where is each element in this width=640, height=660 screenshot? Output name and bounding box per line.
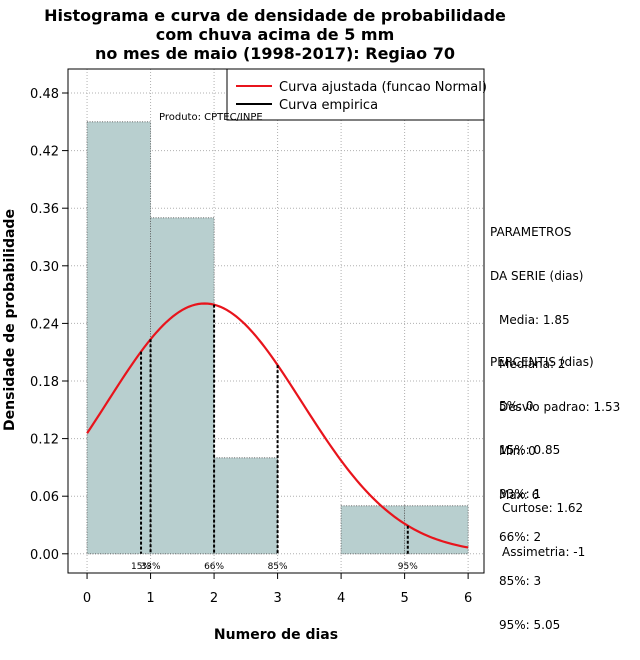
y-axis-label: Densidade de probabilidade: [2, 209, 18, 431]
percentil-33: 33%: 1: [499, 486, 542, 501]
y-tick-label: 0.00: [30, 548, 59, 563]
assimetria-value: Assimetria: -1: [502, 544, 586, 559]
histogram-bars: [86, 121, 469, 555]
percentis-heading: PERCENTIS (dias): [490, 355, 594, 370]
legend-label-1: Curva empirica: [279, 98, 378, 113]
x-tick-label: 1: [146, 591, 154, 606]
shape-stats-panel: Curtose: 1.62 Assimetria: -1: [502, 472, 585, 574]
axes: 0 1 2 3 4 5 6 0.00 0.06 0.12 0.18 0.24 0.30 0.36 0.42 0…: [30, 68, 485, 606]
percentil-66: 66%: 2: [499, 530, 542, 545]
x-tick-label: 3: [273, 591, 281, 606]
percentile-label-95%: 95%: [398, 562, 418, 572]
y-tick-label: 0.18: [30, 375, 59, 390]
y-tick-label: 0.30: [30, 260, 59, 275]
curtose-value: Curtose: 1.62: [502, 501, 584, 516]
product-label: Produto: CPTEC/INPE: [159, 112, 263, 123]
parametro-mediana: Mediana: 2: [499, 356, 566, 371]
percentile-label-33%: 33%: [141, 562, 161, 572]
y-tick-label: 0.12: [30, 433, 59, 448]
chart-title-line-2: com chuva acima de 5 mm: [155, 25, 395, 44]
percentile-label-85%: 85%: [268, 562, 288, 572]
histogram-bar-4: [340, 505, 406, 555]
chart-title-line-1: Histograma e curva de densidade de proba…: [44, 6, 506, 25]
y-tick-label: 0.06: [30, 490, 59, 505]
parametros-panel: PARAMETROS DA SERIE (dias) Media: 1.85 M…: [490, 196, 620, 517]
percentil-85: 85%: 3: [499, 574, 542, 589]
parametro-media: Media: 1.85: [499, 312, 570, 327]
percentile-label-66%: 66%: [204, 562, 224, 572]
percentile-lines: 15%33% 66% 85% 95%: [131, 304, 418, 572]
y-tick-label: 0.48: [30, 87, 59, 102]
percentil-95: 95%: 5.05: [499, 617, 561, 632]
x-tick-label: 0: [83, 591, 91, 606]
chart-title-line-3: no mes de maio (1998-2017): Regiao 70: [95, 44, 455, 63]
parametros-heading-1: PARAMETROS: [490, 225, 572, 240]
parametro-desvio: Desvio padrao: 1.53: [499, 400, 621, 415]
percentis-panel: PERCENTIS (dias) 5%: 0 15%: 0.85 33%: 1 …: [490, 326, 594, 647]
x-tick-label: 2: [210, 591, 218, 606]
percentil-15: 15%: 0.85: [499, 442, 561, 457]
legend-label-0: Curva ajustada (funcao Normal): [279, 80, 487, 95]
legend: Curva ajustada (funcao Normal) Curva empi…: [226, 68, 487, 121]
x-tick-label: 4: [337, 591, 345, 606]
x-tick-label: 5: [400, 591, 408, 606]
parametro-min: Min: 0: [499, 444, 536, 459]
parametros-heading-2: DA SERIE (dias): [490, 268, 584, 283]
percentil-5: 5%: 0: [499, 398, 534, 413]
x-tick-label: 6: [464, 591, 472, 606]
parametro-max: Max: 6: [499, 487, 540, 502]
y-tick-label: 0.36: [30, 202, 59, 217]
percentile-label-15%: 15%: [131, 562, 151, 572]
x-axis-label: Numero de dias: [214, 627, 338, 643]
y-tick-label: 0.24: [30, 317, 59, 332]
legend-box: [226, 68, 485, 121]
histogram-bar-0: [86, 121, 151, 555]
y-tick-label: 0.42: [30, 145, 59, 160]
histogram-bar-1: [150, 217, 215, 555]
histogram-bar-2: [213, 457, 278, 555]
